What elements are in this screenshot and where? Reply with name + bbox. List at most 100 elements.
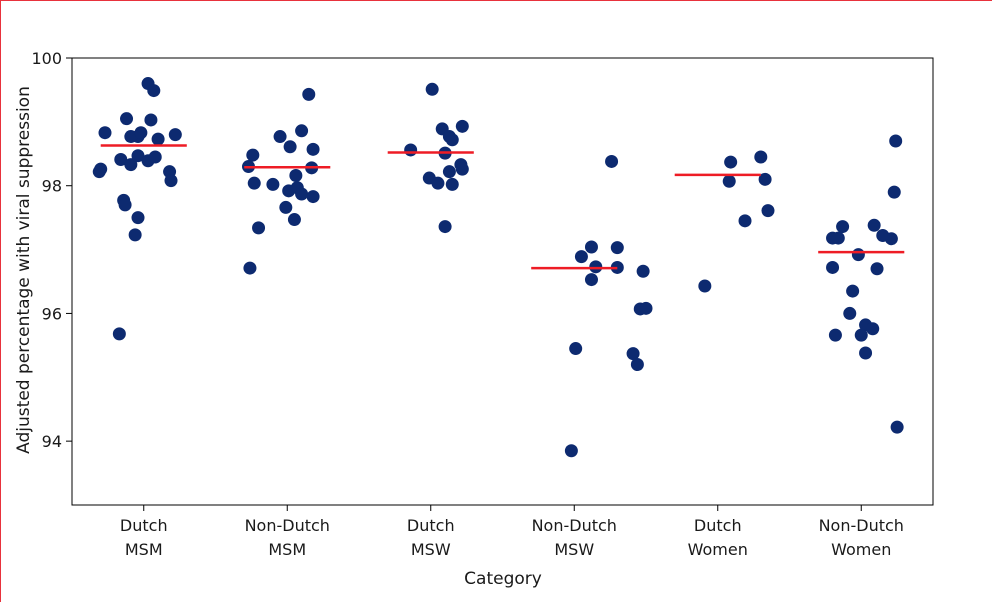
data-point <box>866 322 880 336</box>
data-point <box>758 172 772 186</box>
data-point <box>120 112 134 126</box>
data-point <box>876 229 890 243</box>
data-point <box>289 168 303 182</box>
data-point <box>846 284 860 298</box>
data-point <box>147 84 161 98</box>
data-point <box>870 262 884 276</box>
x-tick-label: Women <box>831 540 891 559</box>
data-point <box>164 174 178 188</box>
data-point <box>438 220 452 234</box>
data-point <box>867 218 881 232</box>
data-point <box>836 220 850 234</box>
y-tick-label: 98 <box>42 177 62 196</box>
data-point <box>761 204 775 218</box>
data-point <box>151 132 165 146</box>
data-point <box>112 327 126 341</box>
data-point <box>131 149 145 163</box>
data-point <box>287 213 301 227</box>
data-point <box>828 328 842 342</box>
y-tick-label: 96 <box>42 304 62 323</box>
data-point <box>698 279 712 293</box>
data-point <box>445 133 459 147</box>
data-point <box>584 273 598 287</box>
data-point <box>584 240 598 254</box>
data-point <box>724 155 738 169</box>
data-point <box>889 134 903 148</box>
x-tick-label: Non-Dutch <box>532 516 617 535</box>
data-point <box>252 221 266 235</box>
data-point <box>243 261 257 275</box>
data-point <box>455 162 469 176</box>
data-point <box>843 306 857 320</box>
x-tick-label: Dutch <box>120 516 168 535</box>
x-tick-label: MSW <box>411 540 451 559</box>
data-point <box>144 113 158 127</box>
data-point <box>124 130 138 144</box>
data-point <box>118 198 132 212</box>
x-tick-label: Non-Dutch <box>819 516 904 535</box>
data-point <box>306 142 320 156</box>
data-point <box>134 126 148 140</box>
data-point <box>247 176 261 190</box>
data-point <box>639 301 653 315</box>
data-point <box>610 241 624 255</box>
data-point <box>890 420 904 434</box>
data-point <box>302 87 316 101</box>
data-point <box>605 154 619 168</box>
data-point <box>92 165 106 179</box>
mean-lines <box>100 144 905 270</box>
data-point <box>636 264 650 278</box>
data-point <box>306 190 320 204</box>
data-point <box>859 346 873 360</box>
data-point <box>722 174 736 188</box>
data-point <box>273 130 287 144</box>
data-point <box>826 231 840 245</box>
plot-border <box>71 57 934 506</box>
tick-labels: 94 96 98 100 Dutch MSM Non-Dutch MSM Dutch MSW Non… <box>31 49 903 559</box>
data-point <box>445 177 459 191</box>
data-point <box>295 124 309 138</box>
data-point <box>98 126 112 140</box>
x-tick-label: Dutch <box>694 516 742 535</box>
y-tick-label: 94 <box>42 432 62 451</box>
data-point <box>569 342 583 356</box>
x-tick-label: MSM <box>125 540 163 559</box>
data-point <box>826 260 840 274</box>
data-point <box>283 140 297 154</box>
x-axis-title: Category <box>464 569 542 589</box>
data-point <box>131 211 145 225</box>
data-point <box>574 250 588 264</box>
x-tick-label: Women <box>688 540 748 559</box>
x-tick-label: MSW <box>554 540 594 559</box>
data-point <box>887 185 901 199</box>
y-tick-label: 100 <box>31 49 62 68</box>
data-point <box>128 228 142 242</box>
x-tick-label: Dutch <box>407 516 455 535</box>
data-point <box>425 82 439 96</box>
data-point <box>168 128 182 142</box>
data-point <box>738 214 752 228</box>
data-point <box>442 165 456 179</box>
data-point <box>148 150 162 164</box>
y-axis-title: Adjusted percentage with viral suppressi… <box>14 86 34 454</box>
data-point <box>589 260 603 274</box>
data-points <box>92 77 904 458</box>
data-point <box>266 177 280 191</box>
x-tick-label: Non-Dutch <box>245 516 330 535</box>
data-point <box>851 248 865 262</box>
data-point <box>431 176 445 190</box>
data-point <box>279 200 293 214</box>
data-point <box>455 119 469 133</box>
data-point <box>246 148 260 162</box>
data-point <box>114 153 128 167</box>
data-point <box>626 347 640 361</box>
plot-axes <box>66 57 934 511</box>
data-point <box>754 150 768 164</box>
data-point <box>564 444 578 458</box>
data-point <box>295 187 309 201</box>
data-point <box>630 358 644 372</box>
x-tick-label: MSM <box>268 540 306 559</box>
data-point <box>854 328 868 342</box>
